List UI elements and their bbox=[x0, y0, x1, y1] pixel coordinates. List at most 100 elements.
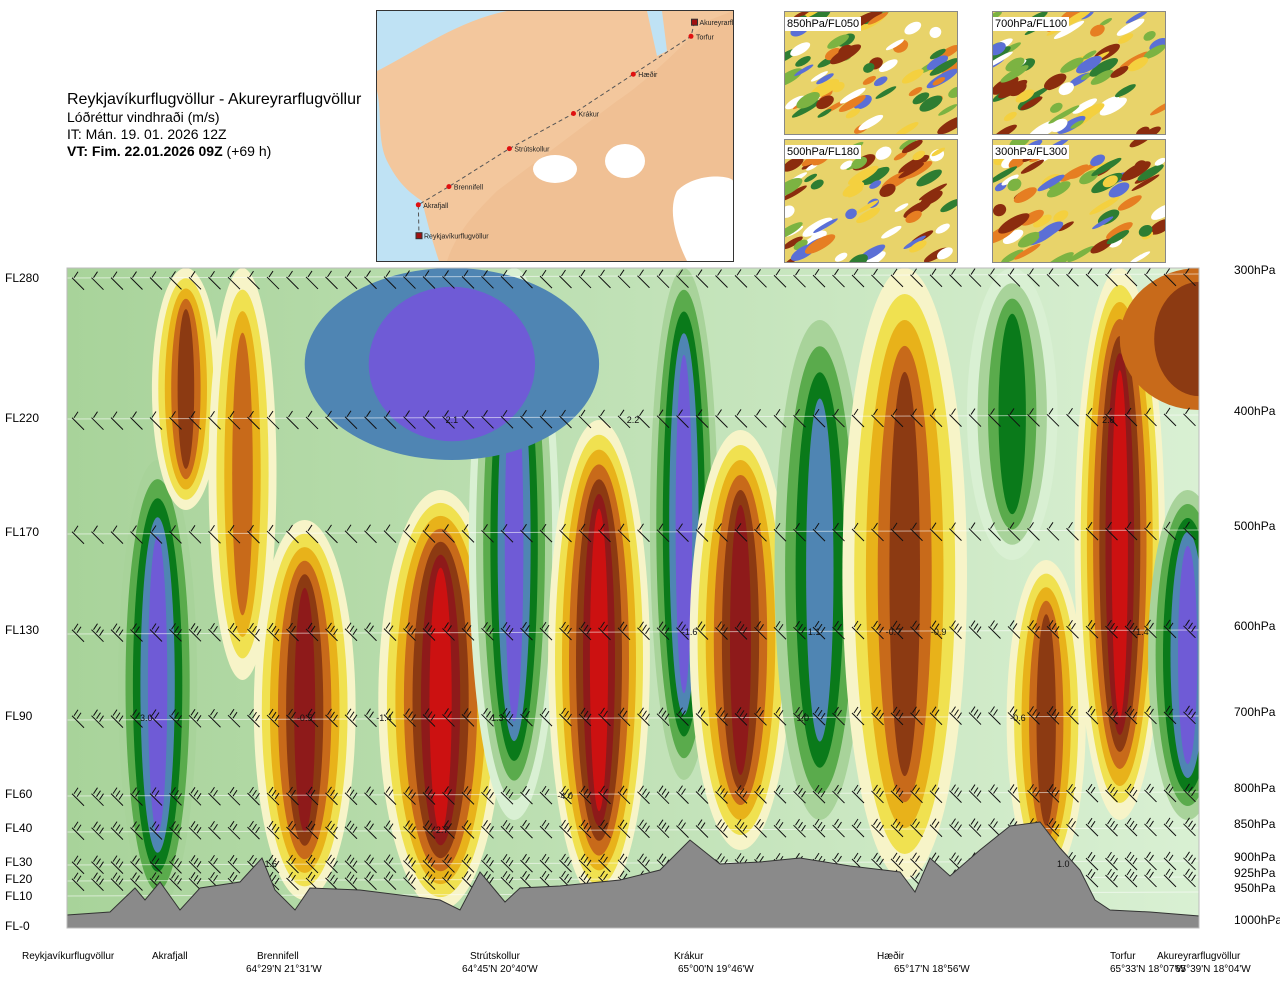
wind-barb bbox=[676, 707, 689, 726]
route-point-label: Torfur bbox=[696, 34, 715, 41]
thumbnail-blob bbox=[1102, 175, 1118, 188]
wind-barb bbox=[71, 525, 85, 545]
wind-barb bbox=[169, 872, 182, 891]
thumbnail-blob bbox=[1154, 157, 1165, 166]
wind-barb bbox=[617, 523, 631, 543]
route-point-label: Akrafjall bbox=[423, 203, 448, 210]
thumbnail-blob bbox=[1014, 243, 1041, 260]
thumbnail-blob bbox=[801, 12, 826, 20]
wind-barb bbox=[578, 785, 592, 805]
wind-barb bbox=[481, 524, 494, 543]
wind-barb bbox=[539, 785, 553, 805]
wind-barb bbox=[1046, 818, 1060, 837]
thumbnail-blob bbox=[1142, 126, 1161, 134]
wind-barb bbox=[520, 785, 533, 805]
wind-barb bbox=[890, 784, 904, 804]
wind-barb bbox=[598, 819, 611, 839]
thumbnail-blob bbox=[845, 208, 857, 220]
wind-barb bbox=[734, 523, 748, 542]
wind-barb bbox=[812, 408, 826, 428]
wind-barb bbox=[1124, 619, 1138, 639]
wind-barb bbox=[1105, 521, 1118, 541]
route-map[interactable]: Akureyrarflugvöllur Torfur Hæðir Krákur Strú… bbox=[376, 10, 734, 262]
wind-barb bbox=[305, 622, 319, 642]
wind-barb bbox=[890, 268, 904, 288]
thumbnail-blob bbox=[1129, 140, 1152, 148]
wind-barb bbox=[1124, 868, 1138, 888]
pressure-gridline bbox=[66, 715, 1200, 721]
wind-barb bbox=[1066, 407, 1079, 427]
title-block: Reykjavíkurflugvöllur - Akureyrarflugvöl… bbox=[67, 90, 361, 160]
wind-barb bbox=[851, 522, 865, 542]
wind-barb bbox=[520, 523, 533, 543]
thumbnail-blob bbox=[1108, 182, 1130, 198]
wind-barb bbox=[968, 706, 982, 725]
thumbnail-300hpa[interactable]: 300hPa/FL300 bbox=[992, 139, 1166, 263]
wind-barb bbox=[110, 623, 124, 642]
thumbnail-blob bbox=[810, 179, 824, 190]
wind-barb bbox=[832, 818, 845, 838]
location-name: Brennifell bbox=[257, 951, 299, 962]
thumbnail-blob bbox=[1117, 33, 1134, 44]
wind-barb bbox=[832, 620, 845, 640]
wind-barb bbox=[422, 622, 436, 641]
wind-barb bbox=[1124, 783, 1138, 803]
value-label: 2.1 bbox=[446, 415, 459, 425]
wind-band bbox=[1178, 546, 1198, 764]
thumbnail-blob bbox=[813, 218, 838, 234]
wind-barb bbox=[1124, 407, 1138, 427]
value-label: -1.4 bbox=[376, 713, 392, 723]
wind-barb bbox=[929, 522, 943, 542]
wind-barb bbox=[208, 786, 221, 806]
wind-barb bbox=[344, 786, 358, 806]
thumbnail-blob bbox=[998, 213, 1030, 234]
thumbnail-blob bbox=[1110, 65, 1129, 78]
wind-barb bbox=[637, 819, 650, 839]
thumbnail-blob bbox=[851, 156, 868, 170]
flight-level-label: FL170 bbox=[5, 525, 40, 539]
wind-barb bbox=[1163, 407, 1177, 427]
wind-band bbox=[1036, 614, 1056, 826]
wind-barb bbox=[227, 820, 241, 840]
wind-barb bbox=[949, 784, 962, 803]
wind-barb bbox=[344, 410, 358, 430]
wind-barb bbox=[734, 409, 748, 428]
thumbnail-blob bbox=[856, 200, 879, 214]
wind-barb bbox=[929, 408, 943, 428]
thumbnail-blob bbox=[878, 59, 898, 72]
location-name: Hæðir bbox=[877, 951, 905, 962]
wind-barb bbox=[656, 853, 670, 873]
thumbnail-label: 850hPa/FL050 bbox=[785, 17, 862, 31]
wind-barb bbox=[539, 269, 553, 289]
wind-barb bbox=[559, 819, 572, 839]
wind-band bbox=[429, 567, 452, 833]
thumbnail-500hpa[interactable]: 500hPa/FL180 bbox=[784, 139, 958, 263]
wind-barb bbox=[149, 787, 163, 806]
wind-barb bbox=[286, 786, 299, 806]
value-label: 1.3 bbox=[491, 713, 504, 723]
thumbnail-blob bbox=[848, 188, 863, 198]
wind-barb bbox=[1183, 407, 1196, 427]
thumbnail-blob bbox=[1070, 120, 1084, 129]
wind-barb bbox=[637, 853, 650, 873]
wind-barb bbox=[871, 620, 884, 640]
wind-band bbox=[177, 309, 195, 469]
wind-barb bbox=[1183, 521, 1196, 541]
wind-barb bbox=[188, 787, 202, 806]
pressure-level-label: 925hPa bbox=[1234, 866, 1276, 880]
wind-barb bbox=[344, 708, 358, 728]
wind-barb bbox=[286, 820, 299, 840]
wind-barb bbox=[325, 410, 338, 430]
thumbnail-850hpa[interactable]: 850hPa/FL050 bbox=[784, 11, 958, 135]
wind-barb bbox=[539, 409, 553, 429]
thumbnail-blob bbox=[802, 217, 833, 237]
wind-barb bbox=[91, 271, 104, 291]
wind-barb bbox=[754, 819, 767, 838]
wind-barb bbox=[773, 268, 787, 288]
wind-barb bbox=[1066, 817, 1079, 837]
wind-barb bbox=[169, 411, 182, 430]
wind-barb bbox=[968, 522, 982, 541]
wind-barb bbox=[754, 785, 767, 804]
thumbnail-700hpa[interactable]: 700hPa/FL100 bbox=[992, 11, 1166, 135]
thumbnail-blob bbox=[1059, 12, 1090, 22]
